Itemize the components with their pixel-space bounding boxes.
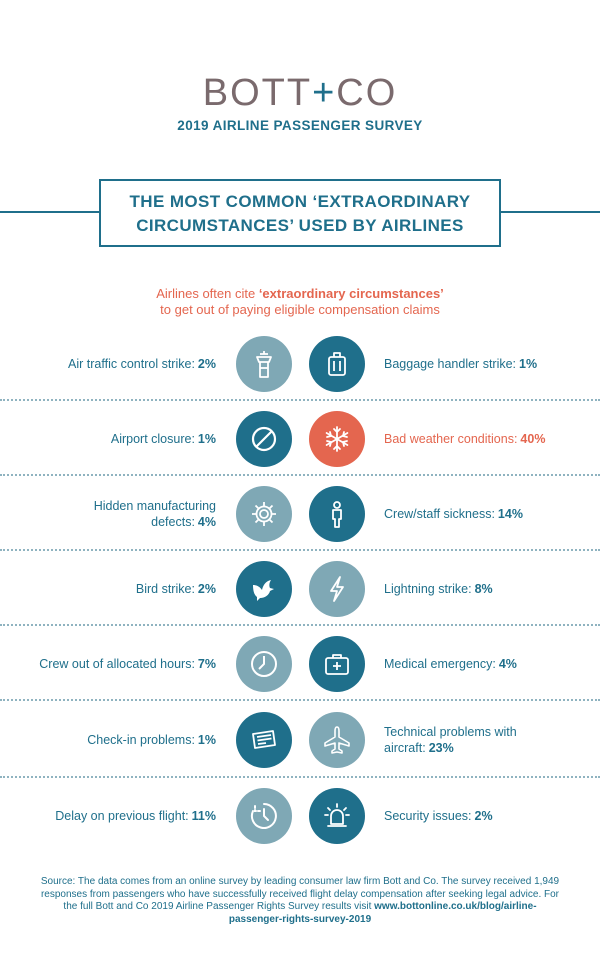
prohibited-icon	[236, 411, 292, 467]
medical-kit-icon	[309, 636, 365, 692]
item-percent: 7%	[197, 657, 216, 671]
right-item: Security issues: 2%	[384, 788, 584, 844]
item-label: Hidden manufacturing defects:	[93, 499, 216, 529]
row-divider	[0, 549, 600, 551]
item-label: Medical emergency:	[384, 657, 496, 671]
luggage-icon	[309, 336, 365, 392]
left-item: Crew out of allocated hours: 7%	[26, 636, 216, 692]
item-label: Air traffic control strike:	[68, 357, 195, 371]
item-percent: 11%	[191, 809, 216, 823]
item-label: Airport closure:	[110, 432, 195, 446]
right-item: Bad weather conditions: 40%	[384, 411, 584, 467]
row-divider	[0, 776, 600, 778]
item-label: Delay on previous flight:	[55, 809, 189, 823]
bird-icon	[236, 561, 292, 617]
item-percent: 2%	[197, 582, 216, 596]
lightning-icon	[309, 561, 365, 617]
intro-line-2: to get out of paying eligible compensati…	[160, 302, 440, 317]
row-check-in: Check-in problems: 1% Technical problems …	[0, 712, 600, 788]
right-item: Medical emergency: 4%	[384, 636, 584, 692]
left-item: Air traffic control strike: 2%	[26, 336, 216, 392]
item-label: Check-in problems:	[87, 733, 195, 747]
row-manufacturing: Hidden manufacturing defects: 4% Crew/sta…	[0, 486, 600, 562]
item-percent: 2%	[197, 357, 216, 371]
item-label: Crew out of allocated hours:	[39, 657, 195, 671]
left-item: Check-in problems: 1%	[26, 712, 216, 768]
row-bird-strike: Bird strike: 2% Lightning strike: 8%	[0, 561, 600, 637]
item-percent: 4%	[498, 657, 517, 671]
airplane-icon	[309, 712, 365, 768]
item-percent: 1%	[197, 733, 216, 747]
left-item: Delay on previous flight: 11%	[26, 788, 216, 844]
source-text: Source: The data comes from an online su…	[40, 876, 560, 912]
item-percent: 1%	[197, 432, 216, 446]
control-tower-icon	[236, 336, 292, 392]
item-percent: 4%	[197, 515, 216, 529]
item-label: Security issues:	[384, 809, 472, 823]
row-air-traffic: Air traffic control strike: 2% Baggage ha…	[0, 336, 600, 412]
row-crew-hours: Crew out of allocated hours: 7% Medical e…	[0, 636, 600, 712]
brand-right: CO	[336, 72, 398, 114]
survey-title: 2019 AIRLINE PASSENGER SURVEY	[177, 118, 423, 133]
source-note: Source: The data comes from an online su…	[40, 876, 560, 926]
ticket-icon	[236, 712, 292, 768]
intro-text: Airlines often cite ‘extraordinary circu…	[0, 286, 600, 318]
intro-bold: ‘extraordinary circumstances’	[258, 286, 444, 301]
item-label: Bird strike:	[135, 582, 195, 596]
headline-box: THE MOST COMMON ‘EXTRAORDINARY CIRCUMSTA…	[99, 179, 501, 247]
left-item: Airport closure: 1%	[26, 411, 216, 467]
person-icon	[309, 486, 365, 542]
item-label: Baggage handler strike:	[384, 357, 517, 371]
brand-plus: +	[312, 72, 337, 114]
item-percent: 40%	[520, 432, 546, 446]
item-label: Technical problems with aircraft:	[384, 725, 517, 755]
item-percent: 23%	[428, 741, 454, 755]
row-airport-closure: Airport closure: 1% Bad weather condition…	[0, 411, 600, 487]
right-item: Baggage handler strike: 1%	[384, 336, 584, 392]
row-delay: Delay on previous flight: 11% Security is…	[0, 788, 600, 864]
gear-icon	[236, 486, 292, 542]
left-item: Hidden manufacturing defects: 4%	[26, 486, 216, 542]
row-divider	[0, 624, 600, 626]
row-divider	[0, 474, 600, 476]
headline-line-2: CIRCUMSTANCES’ USED BY AIRLINES	[136, 216, 464, 235]
item-percent: 2%	[474, 809, 493, 823]
left-item: Bird strike: 2%	[26, 561, 216, 617]
right-item: Technical problems with aircraft: 23%	[384, 712, 584, 768]
siren-icon	[309, 788, 365, 844]
delay-clock-icon	[236, 788, 292, 844]
row-divider	[0, 399, 600, 401]
item-percent: 1%	[519, 357, 538, 371]
right-item: Lightning strike: 8%	[384, 561, 584, 617]
right-item: Crew/staff sickness: 14%	[384, 486, 584, 542]
item-percent: 14%	[497, 507, 523, 521]
item-percent: 8%	[474, 582, 493, 596]
brand-left: BOTT	[202, 72, 313, 114]
headline-line-1: THE MOST COMMON ‘EXTRAORDINARY	[129, 192, 471, 211]
row-divider	[0, 699, 600, 701]
item-label: Crew/staff sickness:	[384, 507, 495, 521]
clock-icon	[236, 636, 292, 692]
brand-logo: BOTT+CO	[0, 72, 600, 115]
intro-pre: Airlines often cite	[156, 286, 259, 301]
snowflake-icon	[309, 411, 365, 467]
source-link[interactable]: www.bottonline.co.uk/blog/airline-passen…	[228, 901, 537, 925]
item-label: Lightning strike:	[384, 582, 472, 596]
item-label: Bad weather conditions:	[384, 432, 518, 446]
